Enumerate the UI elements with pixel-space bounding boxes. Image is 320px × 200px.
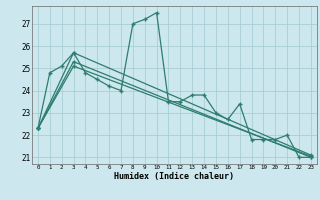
X-axis label: Humidex (Indice chaleur): Humidex (Indice chaleur) [115, 172, 234, 181]
